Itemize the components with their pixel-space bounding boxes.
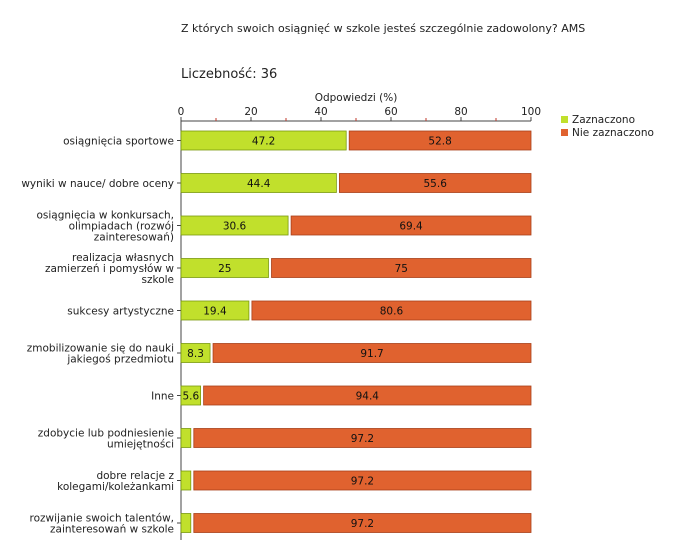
category-label-5-line-1: jakiegoś przedmiotu [66, 354, 174, 366]
category-label-1-line-0: wyniki w nauce/ dobre oceny [21, 178, 174, 190]
x-tick-label-80: 80 [454, 106, 467, 118]
chart-question-title: Z których swoich osiągnięć w szkole jest… [181, 22, 586, 35]
value-label-nie-zaznaczono-7: 97.2 [351, 433, 374, 445]
category-label-0-line-0: osiągnięcia sportowe [63, 136, 174, 148]
bar-zaznaczono-6 [180, 385, 202, 406]
category-label-3-line-2: szkole [142, 274, 175, 286]
category-label-8-line-1: kolegami/koleżankami [57, 481, 174, 493]
value-label-nie-zaznaczono-4: 80.6 [380, 306, 404, 318]
bar-nie-zaznaczono-9 [193, 513, 532, 533]
value-label-zaznaczono-3: 25 [218, 263, 231, 275]
category-label-8-line-0: dobre relacje z [96, 470, 174, 482]
category-label-2-line-2: zainteresowań) [94, 232, 174, 244]
bar-zaznaczono-2 [180, 215, 289, 236]
x-tick-label-40: 40 [314, 106, 327, 118]
value-label-nie-zaznaczono-9: 97.2 [351, 518, 374, 530]
sample-size-label: Liczebność: [181, 67, 257, 82]
bar-nie-zaznaczono-4 [251, 300, 532, 321]
bar-nie-zaznaczono-0 [348, 130, 532, 151]
bar-zaznaczono-0 [180, 130, 347, 151]
value-label-zaznaczono-0: 47.2 [252, 136, 275, 148]
value-label-zaznaczono-2: 30.6 [223, 221, 247, 233]
bar-nie-zaznaczono-5 [212, 343, 532, 363]
x-axis-title: Odpowiedzi (%) [315, 92, 398, 104]
category-label-2-line-0: osiągnięcia w konkursach, [36, 210, 174, 222]
bar-zaznaczono-5 [180, 343, 211, 363]
bar-zaznaczono-7 [180, 428, 192, 448]
category-label-2-line-1: olimpiadach (rozwój [69, 221, 174, 233]
bar-zaznaczono-8 [180, 470, 192, 491]
category-label-6-line-0: Inne [151, 391, 174, 403]
bar-zaznaczono-1 [180, 173, 337, 193]
value-label-nie-zaznaczono-8: 97.2 [351, 476, 374, 488]
bar-zaznaczono-3 [180, 258, 269, 278]
bar-nie-zaznaczono-8 [193, 470, 532, 491]
value-label-nie-zaznaczono-2: 69.4 [399, 221, 423, 233]
bar-zaznaczono-9 [180, 513, 192, 533]
bar-nie-zaznaczono-2 [290, 215, 532, 236]
value-label-zaznaczono-6: 5.6 [182, 391, 199, 403]
bar-nie-zaznaczono-6 [203, 385, 532, 406]
bar-nie-zaznaczono-7 [193, 428, 532, 448]
legend-swatch-1 [561, 129, 568, 136]
bar-nie-zaznaczono-3 [271, 258, 532, 278]
bar-nie-zaznaczono-1 [338, 173, 532, 193]
x-tick-label-60: 60 [384, 106, 397, 118]
category-label-9-line-1: zainteresowań w szkole [50, 524, 174, 536]
category-label-9-line-0: rozwijanie swoich talentów, [30, 513, 174, 525]
value-label-nie-zaznaczono-0: 52.8 [428, 136, 451, 148]
category-label-3-line-1: zamierzeń i pomysłów w [45, 263, 174, 275]
x-tick-label-0: 0 [178, 106, 185, 118]
value-label-nie-zaznaczono-5: 91.7 [360, 348, 383, 360]
x-tick-label-100: 100 [521, 106, 541, 118]
value-label-nie-zaznaczono-6: 94.4 [356, 391, 380, 403]
value-label-nie-zaznaczono-3: 75 [395, 263, 408, 275]
value-label-zaznaczono-5: 8.3 [187, 348, 204, 360]
legend-label-0: Zaznaczono [572, 114, 635, 126]
value-label-zaznaczono-4: 19.4 [203, 306, 227, 318]
x-tick-label-20: 20 [244, 106, 257, 118]
legend-label-1: Nie zaznaczono [572, 127, 654, 139]
category-label-5-line-0: zmobilizowanie się do nauki [27, 343, 174, 355]
value-label-nie-zaznaczono-1: 55.6 [424, 178, 448, 190]
legend-swatch-0 [561, 116, 568, 123]
sample-size: Liczebność: 36 [181, 67, 277, 82]
bar-zaznaczono-4 [180, 300, 250, 321]
value-label-zaznaczono-1: 44.4 [247, 178, 271, 190]
sample-size-value: 36 [260, 67, 278, 82]
category-label-7-line-1: umiejętności [107, 439, 174, 451]
category-label-7-line-0: zdobycie lub podniesienie [38, 428, 174, 440]
category-label-3-line-0: realizacja własnych [72, 252, 174, 264]
category-label-4-line-0: sukcesy artystyczne [67, 306, 174, 318]
